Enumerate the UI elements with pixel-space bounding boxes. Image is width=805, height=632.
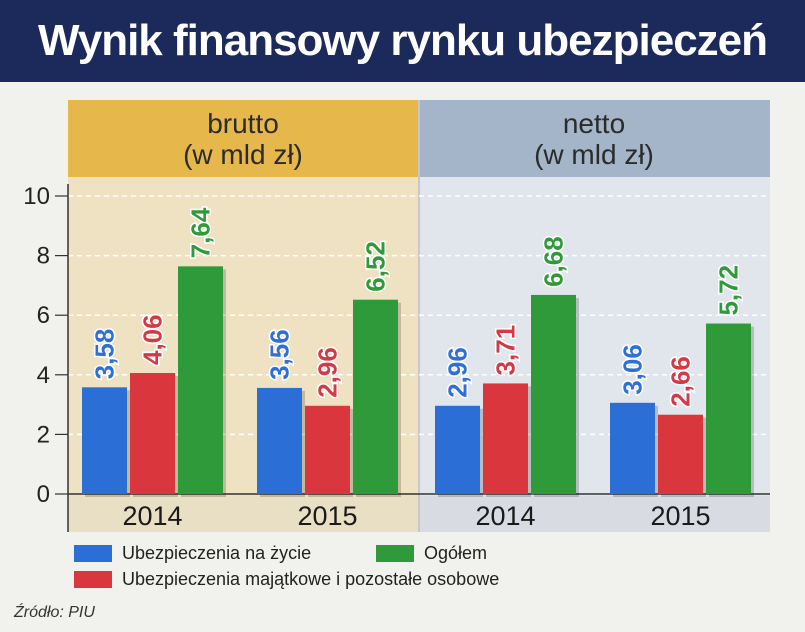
panel-brutto-axis-band: [68, 496, 418, 532]
data-label-brutto-2015-property: 2,96: [313, 347, 343, 398]
panel-divider: [418, 100, 420, 532]
legend-item-property: Ubezpieczenia majątkowe i pozostałe osob…: [74, 569, 499, 590]
panel-brutto-unit: (w mld zł): [183, 138, 303, 170]
data-label-netto-2014-life: 2,96: [443, 347, 473, 398]
bar-netto-2015-life: [610, 402, 655, 494]
data-label-netto-2015-life: 3,06: [618, 344, 648, 395]
chart-title: Wynik finansowy rynku ubezpieczeń: [37, 16, 768, 65]
bar-brutto-2015-total: [353, 299, 398, 494]
data-label-netto-2014-total: 6,68: [539, 236, 569, 287]
title-bar: Wynik finansowy rynku ubezpieczeń: [0, 0, 805, 82]
bar-netto-2014-total: [531, 294, 576, 494]
y-tick-label-8: 8: [37, 243, 50, 270]
y-tick-label-4: 4: [37, 362, 50, 389]
data-label-brutto-2014-property: 4,06: [138, 314, 168, 365]
legend: Ubezpieczenia na życie Ogółem Ubezpiecze…: [68, 541, 628, 591]
x-tick-label-netto-2015: 2015: [650, 501, 710, 531]
source-note: Źródło: PIU: [14, 604, 95, 621]
panel-netto-header: netto (w mld zł): [418, 100, 770, 177]
y-tick-label-10: 10: [23, 183, 50, 210]
data-label-brutto-2014-total: 7,64: [186, 207, 216, 258]
y-tick-label-0: 0: [37, 481, 50, 508]
data-label-brutto-2015-total: 6,52: [361, 241, 391, 292]
x-tick-label-brutto-2014: 2014: [122, 501, 182, 531]
legend-label-life: Ubezpieczenia na życie: [122, 543, 312, 563]
bar-brutto-2014-life: [82, 387, 127, 494]
legend-label-total: Ogółem: [424, 543, 488, 563]
bar-brutto-2014-total: [178, 266, 223, 494]
panel-brutto-header: brutto (w mld zł): [68, 100, 418, 177]
bar-netto-2014-life: [435, 405, 480, 494]
bar-brutto-2014-property: [130, 373, 175, 494]
panel-netto-title: netto: [562, 107, 626, 139]
y-tick-label-6: 6: [37, 302, 50, 329]
bar-netto-2014-property: [483, 383, 528, 494]
data-label-brutto-2015-life: 3,56: [265, 329, 295, 380]
legend-swatch-total: [376, 545, 414, 562]
x-tick-label-netto-2014: 2014: [475, 501, 535, 531]
legend-item-life: Ubezpieczenia na życie: [74, 543, 311, 564]
legend-swatch-life: [74, 545, 112, 562]
data-label-netto-2015-property: 2,66: [666, 356, 696, 407]
data-label-brutto-2014-life: 3,58: [90, 329, 120, 380]
data-label-netto-2014-property: 3,71: [491, 325, 521, 376]
legend-label-property: Ubezpieczenia majątkowe i pozostałe osob…: [122, 569, 500, 589]
bar-netto-2015-property: [658, 414, 703, 494]
legend-item-total: Ogółem: [376, 543, 487, 564]
data-label-netto-2015-total: 5,72: [714, 265, 744, 316]
x-tick-label-brutto-2015: 2015: [297, 501, 357, 531]
panel-netto-axis-band: [418, 496, 770, 532]
panel-brutto-title: brutto: [207, 107, 279, 139]
legend-swatch-property: [74, 571, 112, 588]
y-tick-label-2: 2: [37, 421, 50, 448]
bar-netto-2015-total: [706, 323, 751, 494]
bar-brutto-2015-property: [305, 405, 350, 494]
bar-brutto-2015-life: [257, 387, 302, 494]
panel-netto-unit: (w mld zł): [534, 138, 654, 170]
